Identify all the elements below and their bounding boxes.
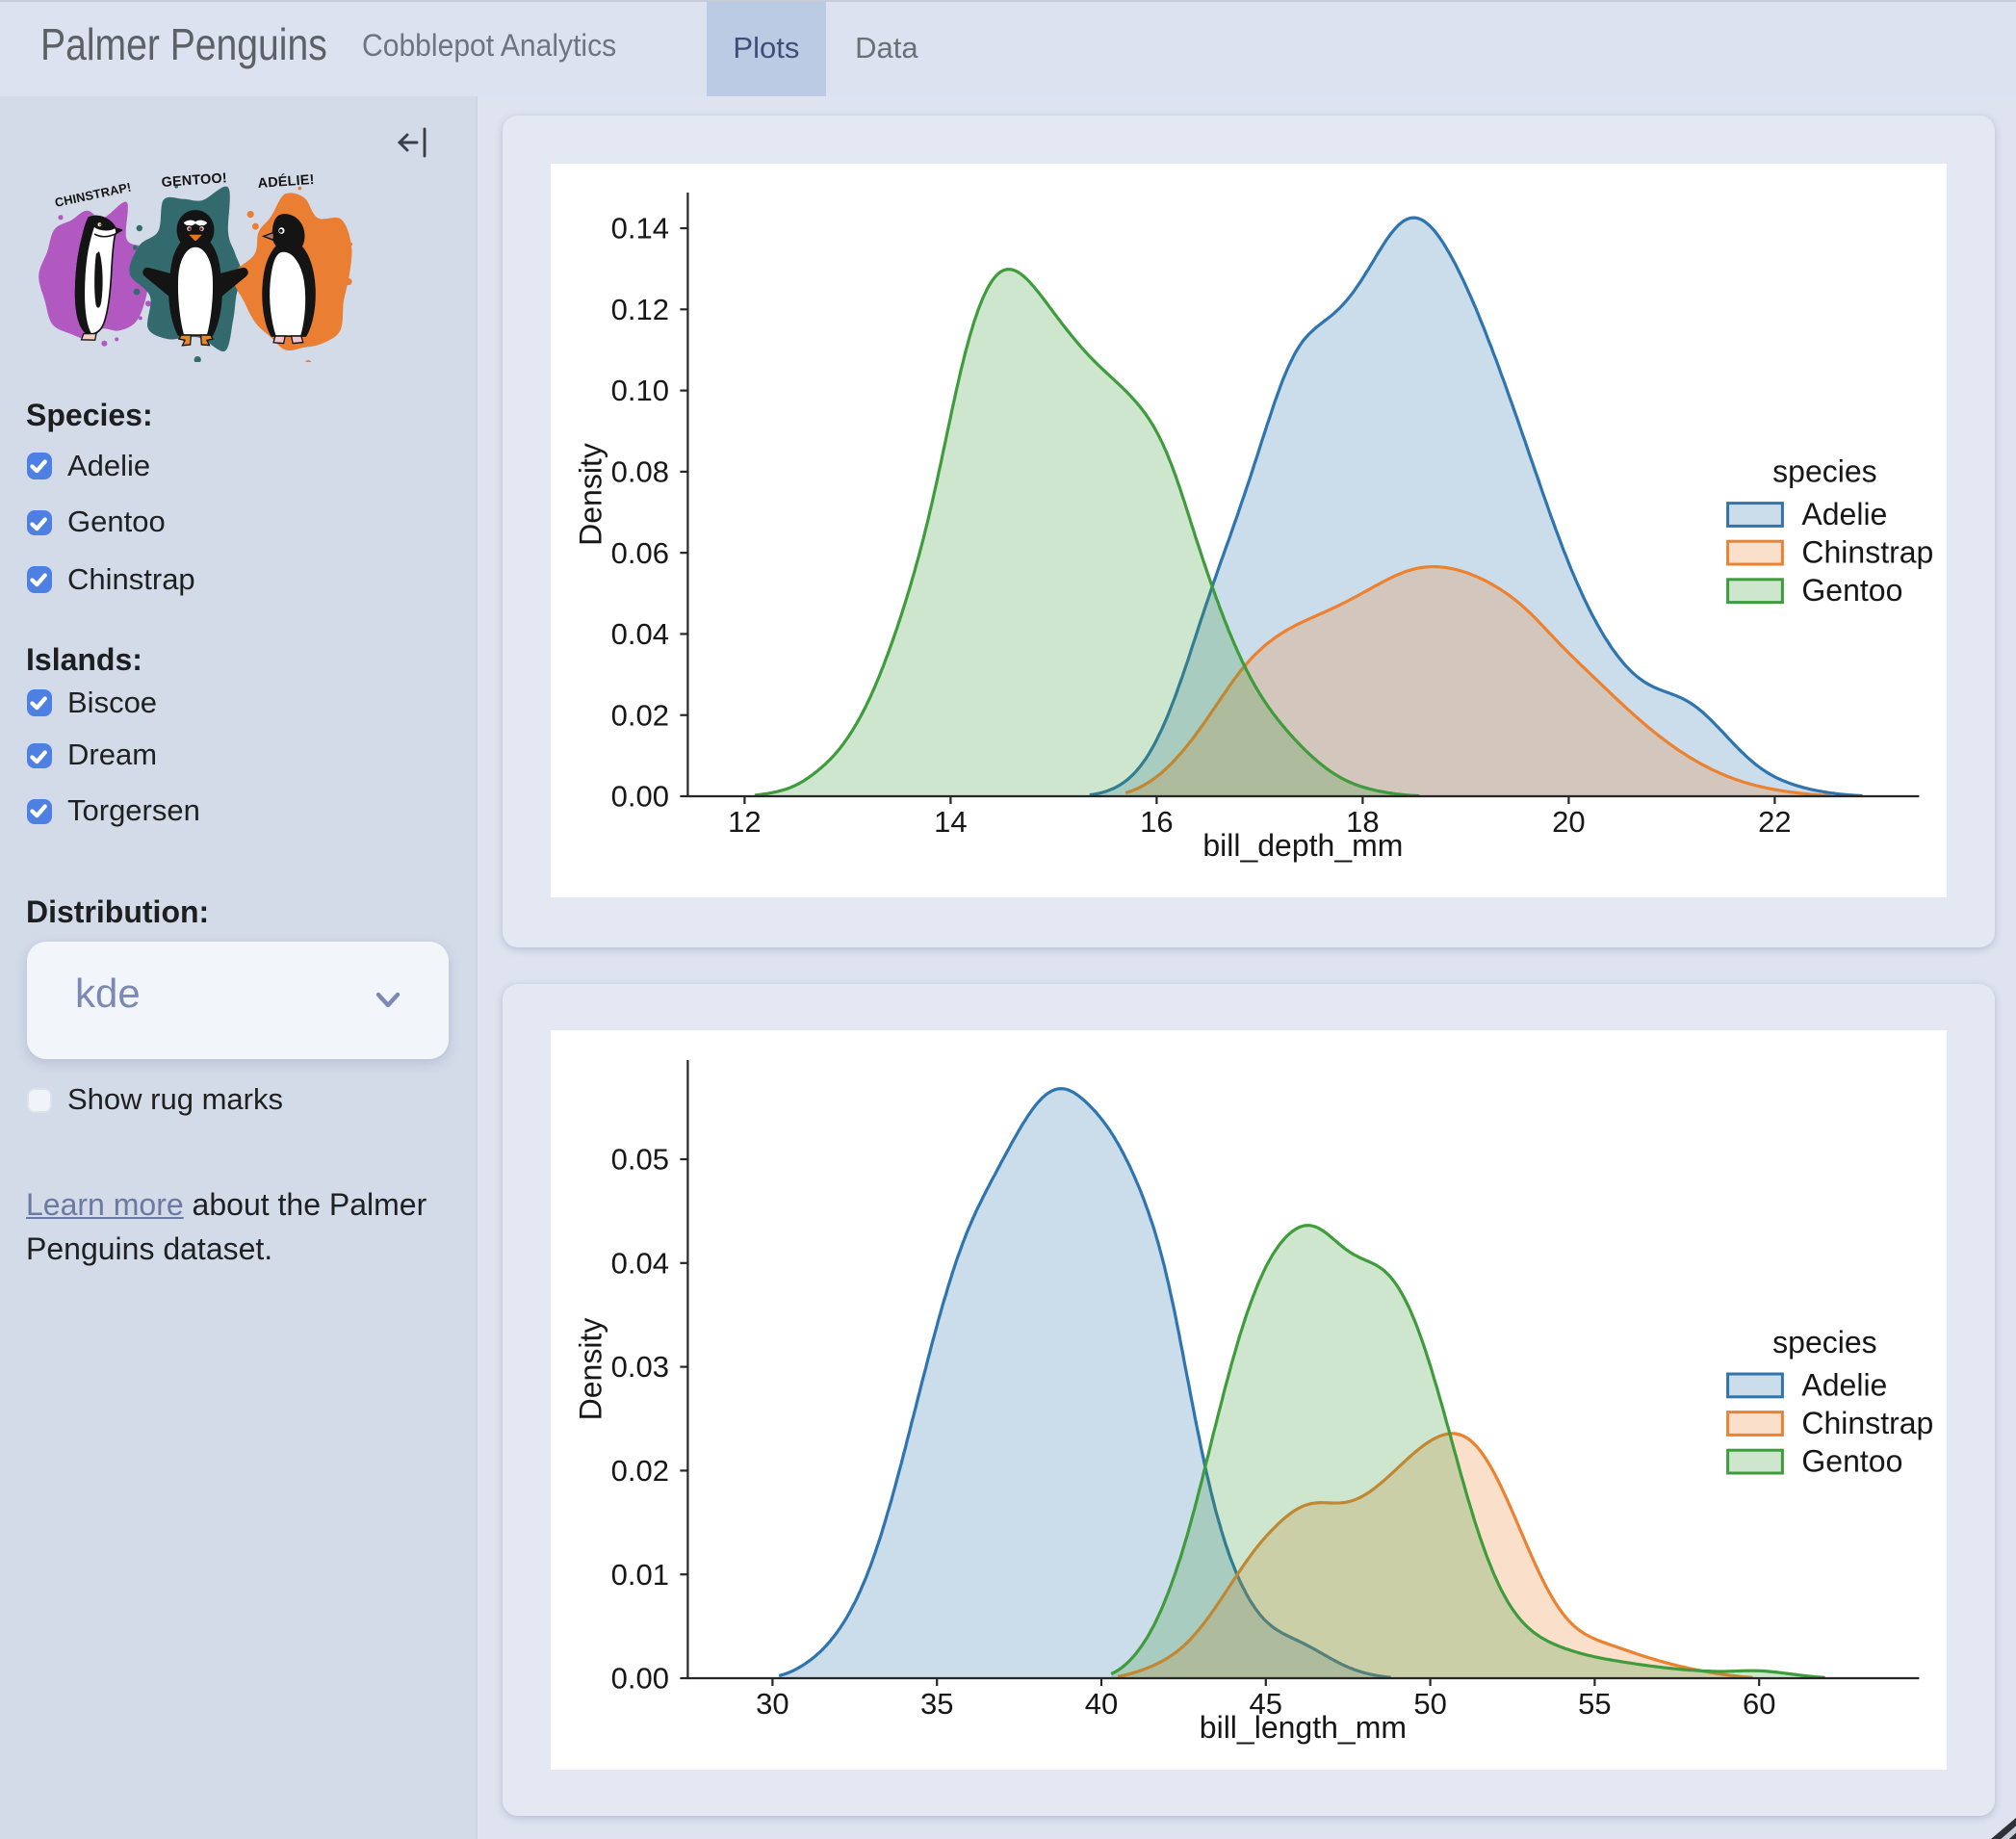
svg-text:0.06: 0.06 <box>611 537 669 571</box>
svg-text:30: 30 <box>757 1687 789 1721</box>
svg-text:0.03: 0.03 <box>611 1350 669 1384</box>
svg-text:45: 45 <box>1250 1687 1282 1721</box>
svg-text:bill_length_mm: bill_length_mm <box>1200 1710 1407 1745</box>
svg-text:0.02: 0.02 <box>611 1454 669 1488</box>
svg-text:Chinstrap: Chinstrap <box>1802 536 1934 571</box>
svg-text:Gentoo: Gentoo <box>1802 1444 1903 1479</box>
svg-text:0.04: 0.04 <box>611 618 669 652</box>
svg-text:55: 55 <box>1579 1687 1612 1721</box>
svg-text:50: 50 <box>1414 1687 1447 1721</box>
svg-text:Gentoo: Gentoo <box>1802 574 1903 609</box>
svg-text:14: 14 <box>935 806 968 840</box>
svg-text:0.12: 0.12 <box>611 294 669 327</box>
svg-text:0.01: 0.01 <box>611 1558 669 1592</box>
svg-text:0.05: 0.05 <box>611 1143 669 1177</box>
svg-text:22: 22 <box>1759 806 1792 840</box>
svg-text:0.10: 0.10 <box>611 375 669 408</box>
svg-text:Density: Density <box>574 444 608 547</box>
svg-text:20: 20 <box>1553 806 1586 840</box>
svg-text:0.04: 0.04 <box>611 1246 669 1280</box>
svg-text:Adelie: Adelie <box>1802 1367 1888 1402</box>
svg-text:0.00: 0.00 <box>611 1662 669 1696</box>
svg-text:0.02: 0.02 <box>611 699 669 733</box>
svg-text:ADÉLIE!: ADÉLIE! <box>257 171 315 192</box>
svg-text:60: 60 <box>1744 1687 1776 1721</box>
svg-text:Density: Density <box>574 1318 608 1421</box>
svg-text:0.14: 0.14 <box>611 213 669 246</box>
svg-text:35: 35 <box>921 1687 954 1721</box>
svg-text:12: 12 <box>729 806 762 840</box>
svg-text:0.08: 0.08 <box>611 455 669 489</box>
svg-text:species: species <box>1773 1325 1878 1360</box>
svg-text:bill_depth_mm: bill_depth_mm <box>1203 829 1404 864</box>
svg-text:0.00: 0.00 <box>611 781 669 815</box>
svg-text:16: 16 <box>1141 806 1174 840</box>
svg-text:40: 40 <box>1085 1687 1118 1721</box>
svg-text:Adelie: Adelie <box>1802 498 1888 532</box>
svg-text:Chinstrap: Chinstrap <box>1802 1406 1934 1440</box>
svg-text:GENTOO!: GENTOO! <box>161 170 227 191</box>
svg-text:18: 18 <box>1347 806 1380 840</box>
svg-text:species: species <box>1773 455 1878 490</box>
